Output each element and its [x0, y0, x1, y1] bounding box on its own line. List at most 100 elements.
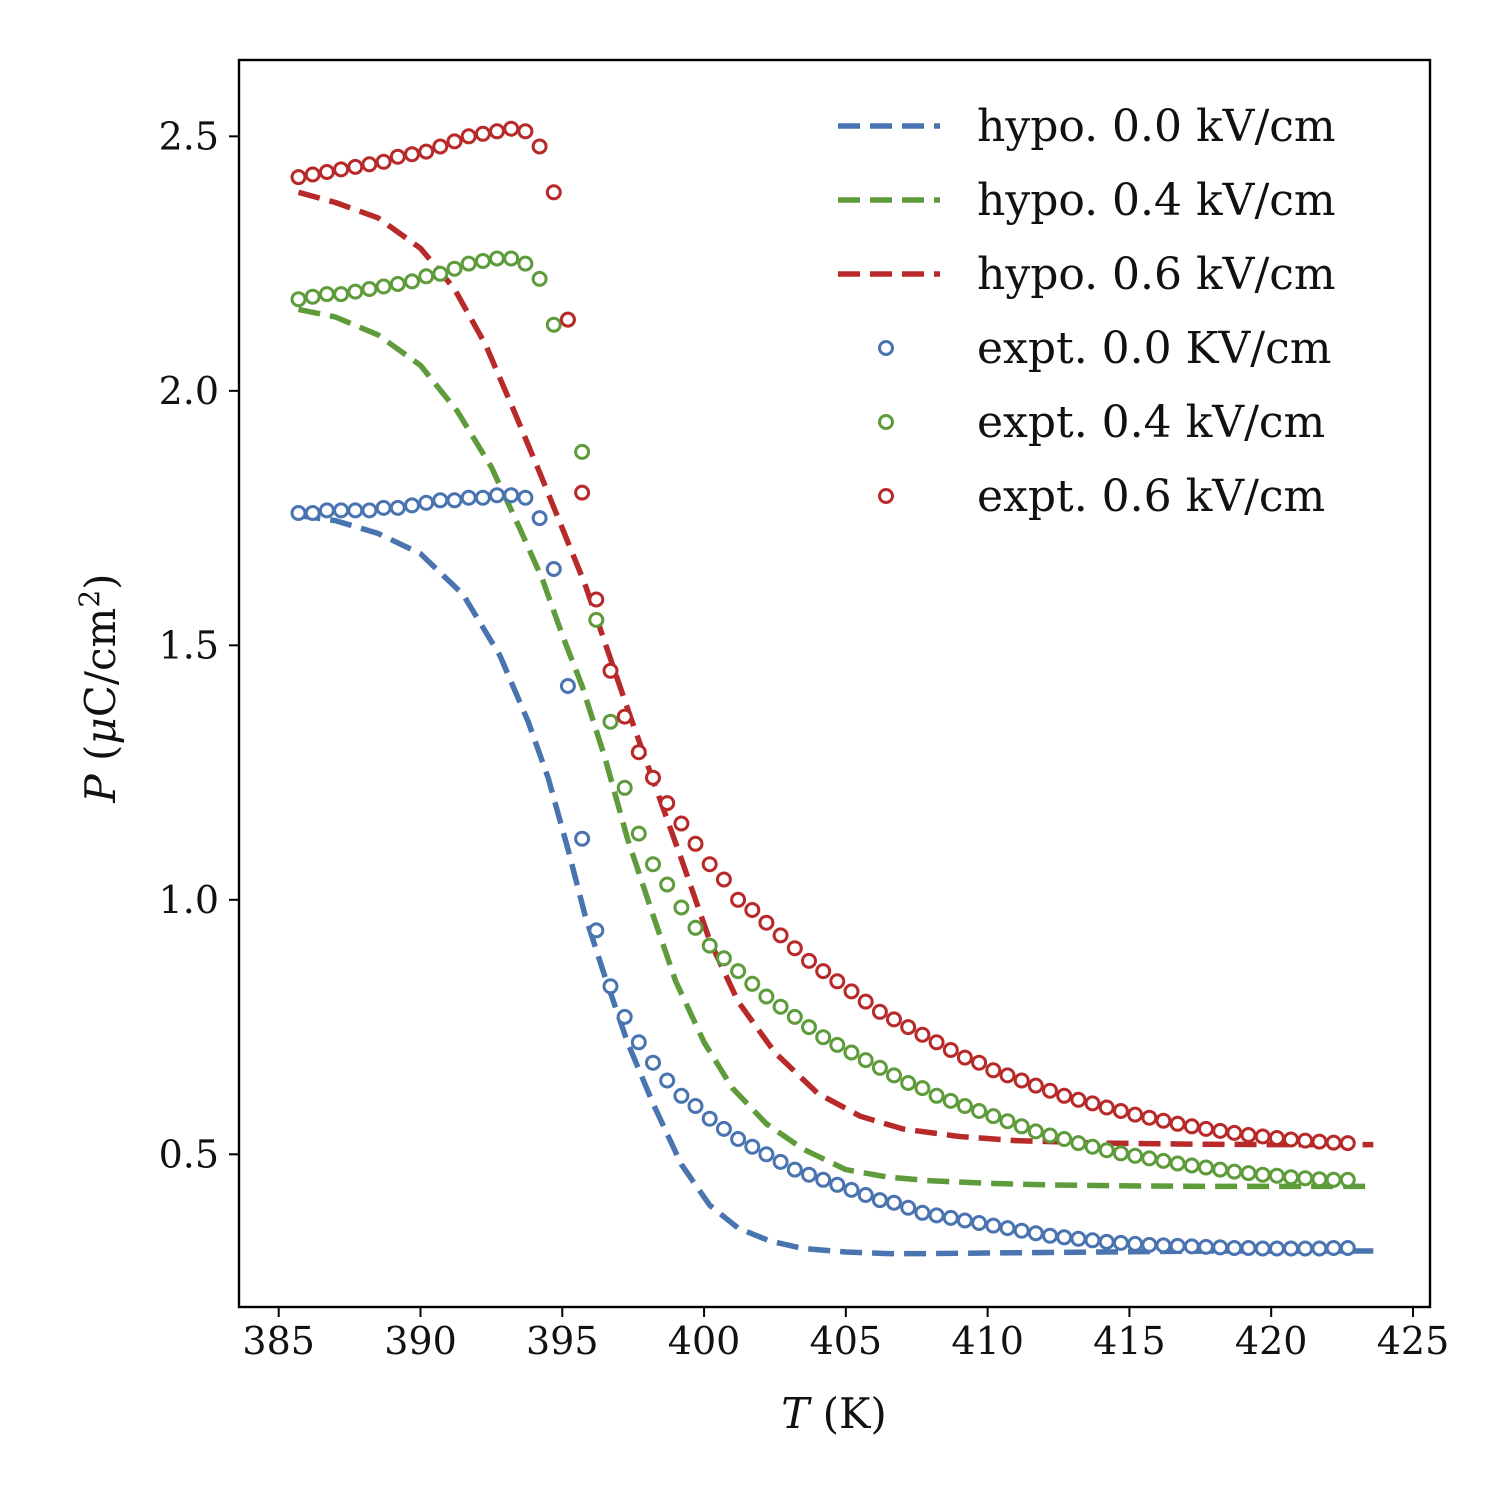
series-point-5: [942, 1042, 959, 1058]
series-point-3: [744, 1138, 761, 1155]
y-axis-superscript: 2: [73, 590, 106, 608]
series-point-4: [829, 1036, 846, 1053]
series-point-4: [1070, 1135, 1087, 1152]
series-point-3: [517, 489, 534, 506]
y-axis-var: P: [76, 774, 125, 804]
series-point-5: [687, 835, 704, 852]
series-point-4: [843, 1044, 860, 1061]
legend-label: hypo. 0.6 kV/cm: [977, 249, 1336, 300]
y-tick-label: 1.5: [159, 623, 219, 667]
series-point-3: [290, 505, 307, 521]
series-point-3: [900, 1199, 917, 1216]
series-point-4: [474, 253, 491, 269]
series-point-3: [1070, 1230, 1087, 1247]
series-point-3: [1240, 1240, 1257, 1256]
series-point-3: [758, 1146, 775, 1163]
series-point-5: [744, 902, 761, 918]
series-point-5: [1127, 1106, 1144, 1123]
series-point-5: [730, 891, 747, 908]
series-point-4: [1240, 1165, 1257, 1182]
series-point-5: [1169, 1115, 1186, 1132]
series-point-5: [1198, 1120, 1214, 1137]
series-point-3: [616, 1008, 633, 1025]
series-point-5: [857, 993, 874, 1010]
series-point-3: [418, 494, 435, 511]
series-point-3: [1141, 1236, 1158, 1253]
y-axis-mu: μ: [76, 717, 125, 744]
series-point-4: [1198, 1159, 1214, 1176]
x-tick-label: 385: [242, 1319, 315, 1363]
series-point-3: [815, 1171, 832, 1188]
series-point-3: [701, 1110, 718, 1127]
y-axis-unit-mid: C/cm: [76, 608, 125, 718]
series-point-5: [446, 133, 463, 150]
series-point-4: [744, 975, 761, 992]
series-point-4: [290, 291, 307, 308]
series-point-5: [389, 148, 406, 165]
y-axis: 0.5 1.0 1.5 2.0 2.5: [159, 114, 239, 1176]
series-point-4: [971, 1103, 988, 1119]
series-point-5: [1254, 1128, 1271, 1145]
series-point-4: [1283, 1169, 1299, 1186]
series-point-3: [1283, 1240, 1299, 1257]
series-point-3: [559, 678, 576, 694]
series-point-4: [985, 1108, 1002, 1125]
series-point-4: [886, 1067, 902, 1084]
series-point-5: [971, 1054, 988, 1071]
series-point-3: [730, 1131, 747, 1147]
y-tick-label: 1.0: [159, 878, 219, 922]
series-point-3: [630, 1034, 647, 1051]
series-point-3: [1013, 1222, 1030, 1239]
series-point-5: [418, 143, 435, 160]
series-point-4: [1155, 1152, 1172, 1169]
y-axis-title: P (μC/cm2): [73, 573, 125, 803]
series-point-5: [588, 591, 605, 608]
series-point-3: [446, 492, 463, 509]
series-point-3: [404, 497, 420, 514]
legend-swatch-marker: [878, 488, 894, 504]
series-point-3: [1212, 1239, 1229, 1256]
y-tick-label: 2.0: [159, 369, 219, 413]
series-point-3: [460, 489, 477, 506]
series-point-4: [1127, 1147, 1144, 1164]
series-point-3: [318, 502, 335, 519]
series-point-4: [1325, 1171, 1342, 1188]
legend-label: hypo. 0.4 kV/cm: [977, 175, 1336, 226]
series-point-3: [333, 502, 350, 519]
series-point-3: [1098, 1233, 1115, 1250]
series-point-4: [956, 1098, 973, 1114]
series-point-4: [375, 278, 392, 295]
series-point-5: [503, 120, 520, 137]
series-point-4: [659, 876, 676, 893]
series-point-5: [361, 156, 378, 173]
series-point-4: [460, 255, 477, 272]
series-point-4: [1098, 1142, 1115, 1159]
series-point-4: [1013, 1118, 1030, 1135]
series-point-5: [1027, 1077, 1044, 1094]
series-point-3: [871, 1192, 888, 1209]
series-point-5: [1311, 1133, 1328, 1150]
series-point-5: [616, 708, 633, 725]
series-point-5: [715, 871, 732, 888]
series-point-3: [673, 1087, 690, 1104]
legend-label: expt. 0.4 kV/cm: [977, 397, 1325, 448]
series-point-3: [389, 499, 406, 516]
series-point-3: [1056, 1229, 1073, 1246]
x-tick-label: 390: [384, 1319, 457, 1363]
x-axis-unit: (K): [809, 1389, 887, 1438]
legend-swatch-marker: [878, 340, 894, 356]
series-point-4: [446, 260, 463, 277]
series-point-5: [304, 166, 321, 183]
series-point-3: [786, 1161, 803, 1178]
series-point-3: [489, 487, 505, 504]
y-axis-unit-post: ): [76, 573, 125, 589]
x-tick-label: 415: [1093, 1319, 1166, 1363]
series-point-5: [1283, 1131, 1299, 1148]
series-point-3: [1254, 1240, 1271, 1257]
series-point-5: [1240, 1127, 1257, 1143]
series-point-5: [574, 484, 591, 501]
series-point-5: [559, 311, 576, 328]
series-point-4: [432, 265, 449, 282]
series-point-5: [318, 164, 335, 180]
